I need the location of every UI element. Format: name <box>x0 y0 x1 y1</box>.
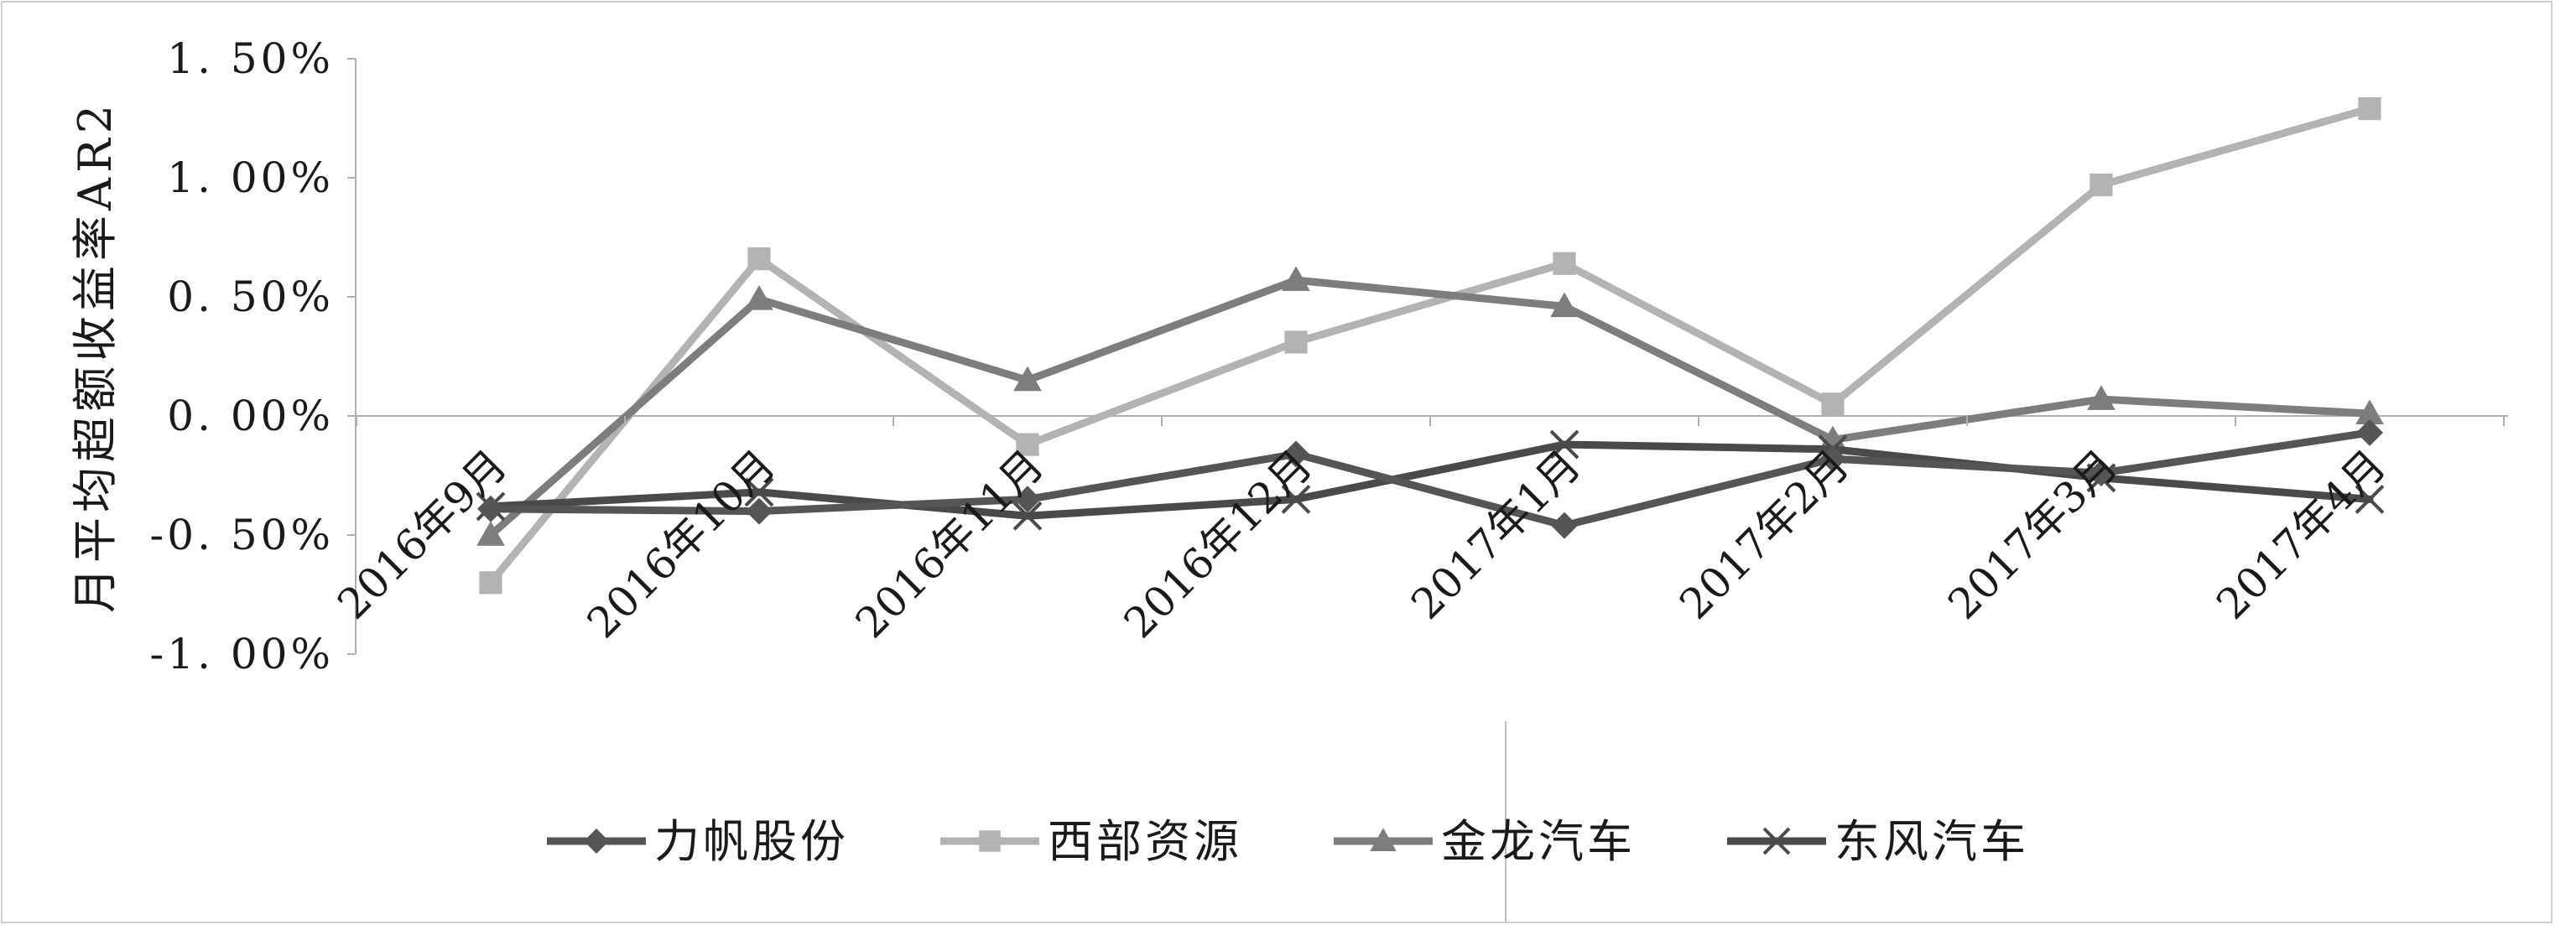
data-point <box>1282 266 1310 291</box>
data-point <box>2356 418 2383 446</box>
data-point <box>1553 252 1576 275</box>
series-2 <box>479 97 2381 595</box>
data-point <box>476 521 505 546</box>
series-1 <box>477 418 2383 539</box>
legend-marker <box>1370 828 1397 851</box>
data-point <box>1281 484 1311 514</box>
data-point <box>1016 433 1039 456</box>
data-point <box>2358 97 2381 121</box>
x-tick-label: 2017年4月 <box>2207 440 2395 628</box>
y-tick-label: 0. 50% <box>167 273 334 321</box>
x-tick-label: 2016年10月 <box>578 440 785 647</box>
series-line <box>487 105 2374 587</box>
y-axis-title-group: 月平均超额收益率AR2 <box>69 100 122 613</box>
y-axis-title: 月平均超额收益率AR2 <box>69 100 122 613</box>
data-point <box>2088 460 2115 487</box>
x-tick-label: 2017年2月 <box>1670 440 1858 628</box>
legend-marker <box>979 830 1001 852</box>
data-point <box>477 495 504 522</box>
data-point <box>1014 486 1041 513</box>
data-point <box>1013 366 1042 392</box>
data-point <box>747 247 771 271</box>
data-point <box>1819 445 1846 473</box>
legend: 力帆股份 西部资源 金龙汽车 东风汽车 <box>547 815 2029 868</box>
legend-item: 金龙汽车 <box>1334 815 1636 868</box>
x-axis-ticks: 2016年9月 2016年10月 2016年11月 2016年12月 2017年1月 20… <box>328 416 2505 647</box>
legend-label: 力帆股份 <box>654 815 849 868</box>
series-3 <box>476 266 2384 546</box>
axes <box>355 59 2508 654</box>
legend-item: 力帆股份 <box>547 815 849 868</box>
legend-label: 东风汽车 <box>1834 815 2029 868</box>
data-point <box>2355 484 2385 514</box>
y-tick-label: 1. 50% <box>167 34 334 83</box>
y-tick-label: -1. 00% <box>149 630 334 678</box>
legend-marker <box>584 829 609 854</box>
data-point <box>1551 512 1578 539</box>
data-point <box>2087 385 2115 410</box>
data-point <box>745 285 773 310</box>
data-point <box>1550 292 1579 318</box>
data-point <box>744 477 774 507</box>
data-point <box>2089 173 2113 197</box>
legend-marker <box>1762 827 1791 855</box>
y-tick-label: 0. 00% <box>167 392 334 440</box>
data-point <box>1821 392 1845 416</box>
legend-label: 西部资源 <box>1048 815 1242 868</box>
data-point <box>746 497 773 525</box>
series-lines <box>476 97 2385 595</box>
x-tick-label: 2016年11月 <box>846 440 1054 647</box>
data-point <box>1012 501 1043 531</box>
y-axis-ticks: 1. 50% 1. 00% 0. 50% 0. 00% -0. 50% -1. 00% <box>149 34 356 678</box>
series-line <box>487 276 2374 539</box>
legend-item: 东风汽车 <box>1727 815 2029 868</box>
series-line <box>487 429 2374 530</box>
legend-label: 金龙汽车 <box>1441 815 1636 868</box>
data-point <box>1283 440 1309 468</box>
data-point <box>1284 330 1308 354</box>
x-tick-label: 2016年12月 <box>1115 440 1322 647</box>
y-tick-label: 1. 00% <box>167 153 334 202</box>
y-tick-label: -0. 50% <box>149 511 334 559</box>
data-point <box>2355 399 2384 424</box>
data-point <box>479 571 502 595</box>
legend-item: 西部资源 <box>940 815 1242 868</box>
data-point <box>1549 429 1579 460</box>
